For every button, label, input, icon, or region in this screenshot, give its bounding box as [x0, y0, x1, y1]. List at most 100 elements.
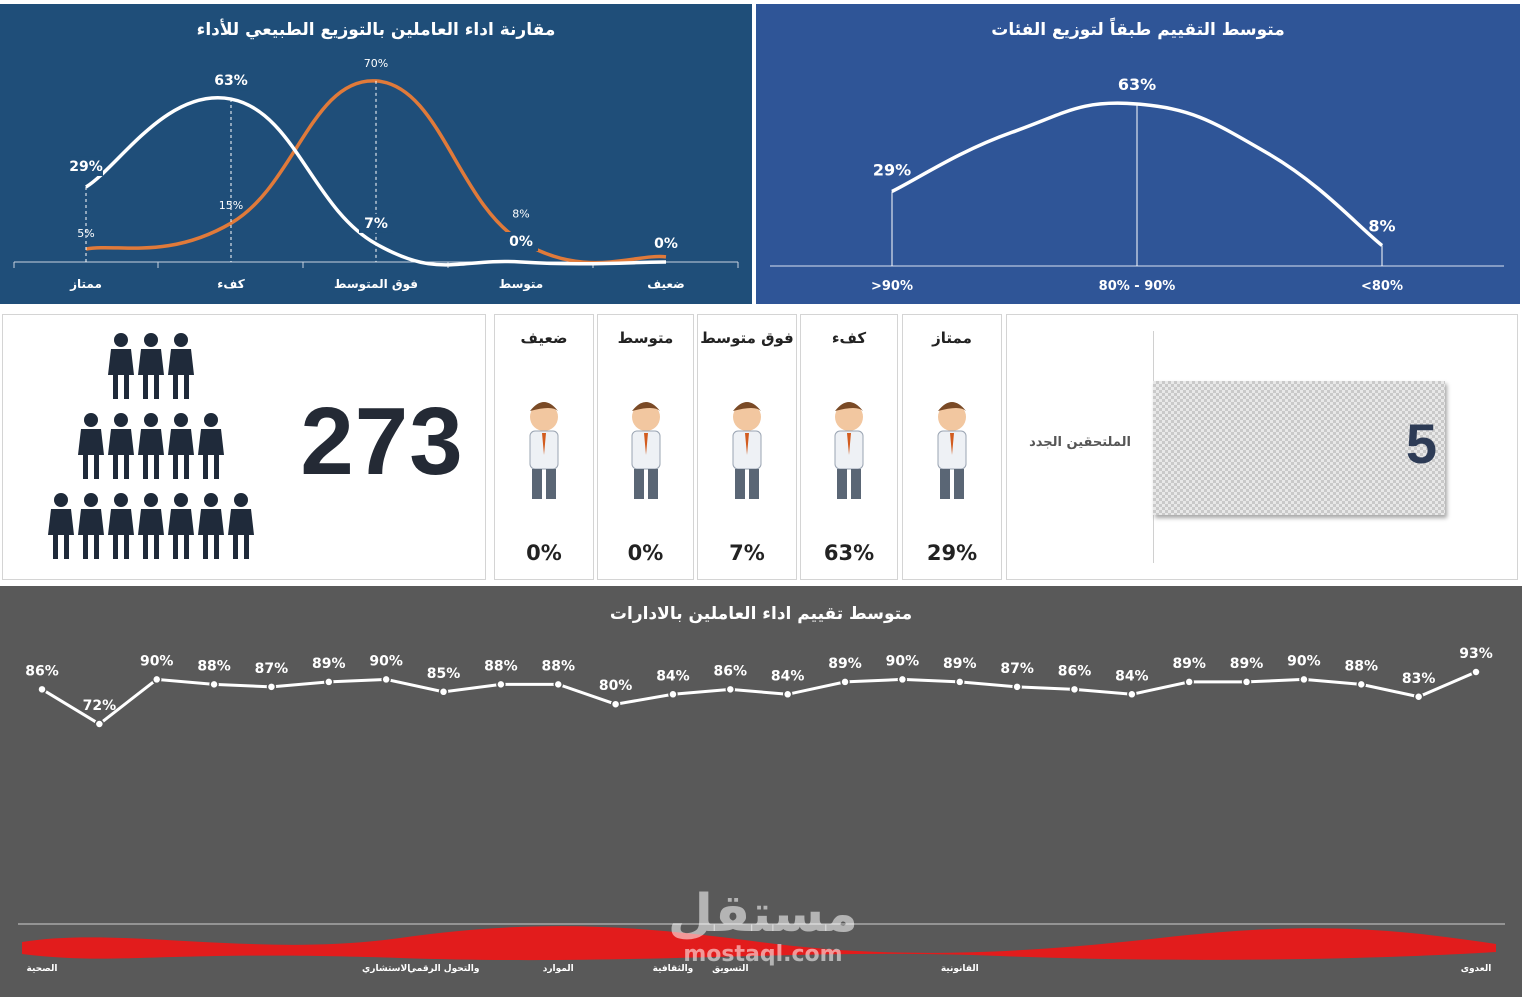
data-point: [1471, 667, 1481, 677]
category-percent: 0%: [627, 541, 664, 565]
data-point: [610, 699, 621, 709]
person-icon: [138, 413, 164, 479]
data-label: 70%: [364, 57, 388, 70]
category-card: فوق متوسط 7%: [697, 314, 797, 580]
data-point: [37, 684, 47, 695]
x-tick-label: >90%: [871, 279, 913, 294]
category-label: ممتاز: [932, 329, 972, 347]
data-label: 5%: [77, 227, 94, 240]
category-label: متوسط: [617, 329, 674, 347]
chart-title: متوسط التقييم طبقاً لتوزيع الفئات: [991, 20, 1285, 40]
data-label: 90%: [886, 653, 920, 669]
category-card: ممتاز 29%: [902, 314, 1002, 580]
person-icon: [108, 413, 134, 479]
new-joiners-card: الملتحقين الجدد 5: [1006, 314, 1518, 580]
confused-employee-icon: [631, 402, 660, 499]
data-label: 63%: [1118, 75, 1156, 94]
data-label-bg: [649, 234, 683, 253]
data-label: 90%: [1287, 653, 1321, 669]
category-label: كفء: [831, 329, 867, 347]
series-line: [41, 670, 1477, 726]
data-label: 8%: [512, 207, 529, 220]
data-point: [1012, 682, 1022, 692]
x-tick-label: الموارد: [543, 964, 574, 974]
chart-title: مقارنة اداء العاملين بالتوزيع الطبيعي لل…: [196, 20, 556, 40]
x-tick-label: العدوى: [1461, 964, 1492, 974]
data-label: 0%: [509, 234, 533, 250]
person-icon: [78, 413, 104, 479]
x-tick-label: كفء: [217, 277, 244, 291]
x-tick-label: الاستشاري: [362, 964, 410, 974]
data-label: 86%: [1058, 663, 1092, 679]
person-icon: [228, 493, 254, 559]
category-percent: 7%: [729, 541, 765, 565]
data-point: [1241, 677, 1252, 687]
data-label: 90%: [369, 653, 403, 669]
data-label: 89%: [828, 656, 862, 672]
superhero-employee-icon: [937, 402, 967, 499]
person-icon: [168, 333, 194, 399]
x-tick-label: ضعيف: [647, 277, 685, 291]
category-average-panel: متوسط التقييم طبقاً لتوزيع الفئات >90% 80…: [756, 4, 1520, 304]
person-icon: [198, 413, 224, 479]
data-point: [553, 679, 563, 690]
x-tick-label: 80% - 90%: [1099, 279, 1176, 294]
data-label: 89%: [1172, 656, 1206, 672]
category-percent: 0%: [526, 541, 562, 565]
watermark-logo: مستقل mostaql.com: [667, 884, 858, 967]
department-performance-panel: متوسط تقييم اداء العاملين بالادارات 86% 7…: [0, 586, 1522, 997]
department-line-chart: 86% 72% 90% 88% 87% 89% 90% 85% 88% 88% 80% 84% 86% 8…: [18, 646, 1505, 974]
x-tick-label: والتحول الرقمي: [408, 964, 480, 974]
arguing-employees-icon: [529, 402, 559, 499]
data-label: 85%: [427, 666, 461, 682]
data-point: [438, 687, 449, 697]
data-point: [1299, 674, 1309, 685]
data-label: 80%: [599, 678, 633, 694]
x-tick-label: الصحية: [27, 964, 58, 974]
person-icon: [138, 333, 164, 399]
data-label: 87%: [255, 661, 289, 677]
data-point: [668, 689, 678, 700]
data-label-bg: [214, 71, 248, 91]
category-card: ضعيف 0%: [494, 314, 594, 580]
data-point: [955, 677, 965, 687]
data-label: 93%: [1459, 646, 1493, 662]
person-icon: [138, 493, 164, 559]
chart-title: متوسط تقييم اداء العاملين بالادارات: [609, 604, 913, 624]
data-point: [496, 679, 506, 690]
data-point: [209, 679, 219, 690]
person-icon: [198, 493, 224, 559]
data-label: 89%: [312, 656, 346, 672]
data-label: 84%: [656, 668, 690, 684]
normal-distribution-comparison-panel: مقارنة اداء العاملين بالتوزيع الطبيعي لل…: [0, 4, 752, 304]
data-label: 29%: [873, 160, 911, 179]
x-tick-label: التسويق: [712, 964, 748, 974]
data-point: [725, 684, 736, 695]
person-icon: [78, 493, 104, 559]
category-card: متوسط 0%: [597, 314, 694, 580]
data-point: [1184, 677, 1194, 687]
data-point: [897, 674, 908, 685]
category-percent: 63%: [823, 541, 875, 565]
person-icon: [168, 493, 194, 559]
data-point: [782, 689, 793, 700]
person-icon: [48, 493, 74, 559]
person-icon: [108, 493, 134, 559]
data-label: 84%: [1115, 668, 1149, 684]
redaction-mark: [22, 926, 1496, 961]
person-icon: [108, 333, 134, 399]
data-point: [1413, 692, 1424, 702]
data-label: 29%: [69, 159, 103, 175]
running-employee-with-papers-icon: [732, 402, 762, 499]
x-tick-label: ممتاز: [69, 277, 102, 291]
data-point: [381, 674, 391, 685]
data-label: 88%: [484, 658, 518, 674]
data-point: [1127, 689, 1137, 700]
employees-total-card: 273: [2, 314, 486, 580]
data-label: 15%: [219, 199, 243, 212]
x-tick-label: والثقافية: [653, 964, 694, 974]
employees-total-value: 273: [300, 388, 464, 495]
data-label: 83%: [1402, 671, 1436, 687]
person-icon: [168, 413, 194, 479]
